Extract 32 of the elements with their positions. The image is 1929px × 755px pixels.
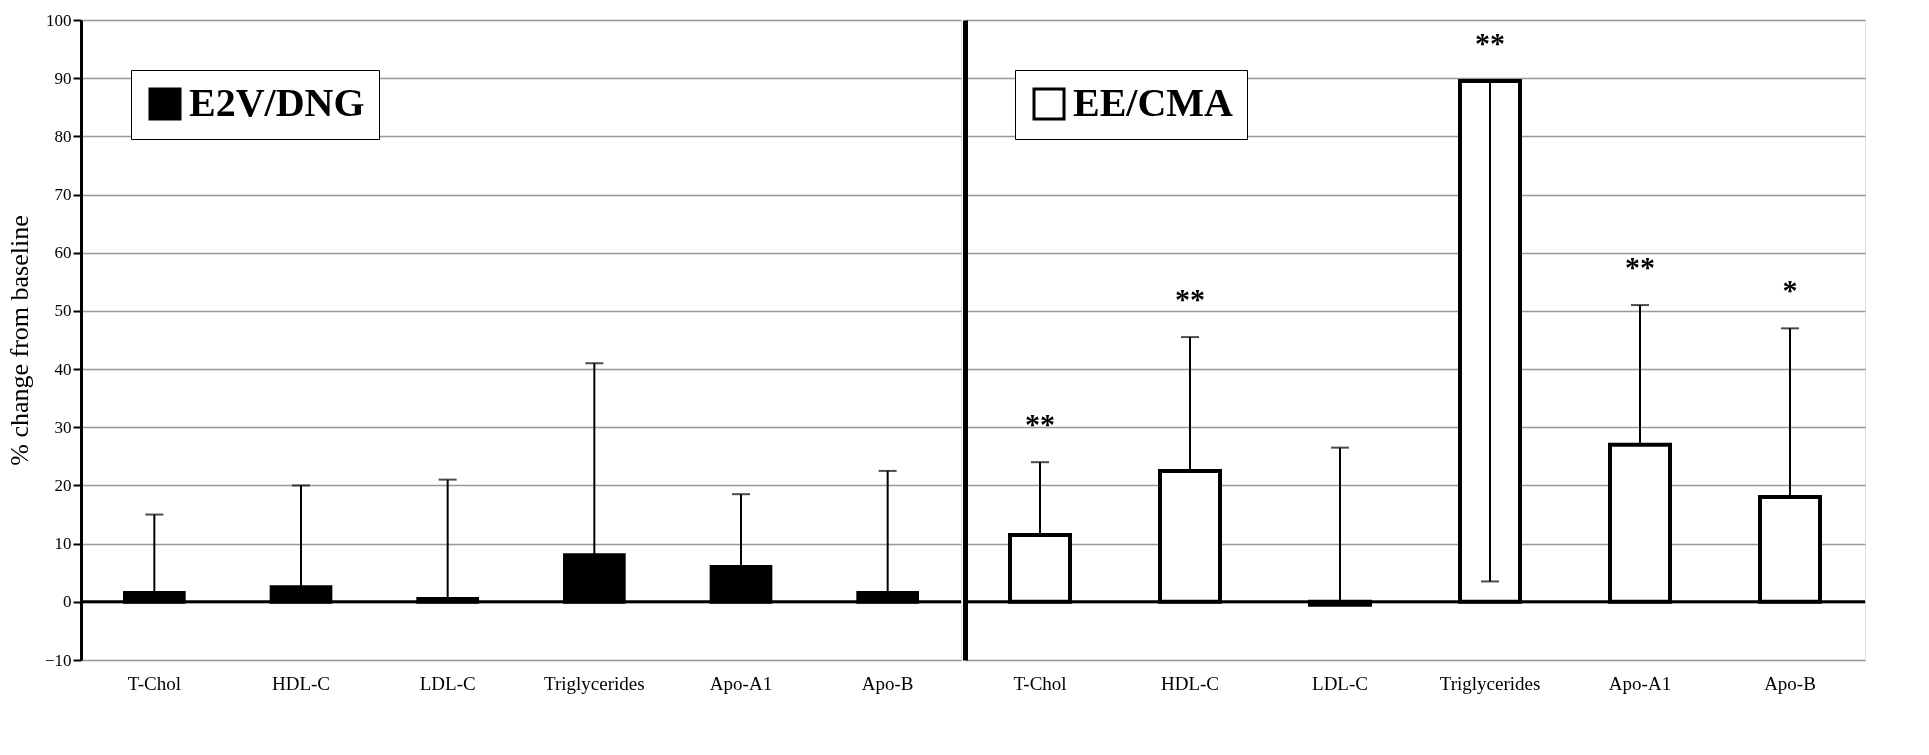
x-tick-label: Apo-A1 <box>1608 672 1672 694</box>
x-tick-label: Apo-B <box>861 672 914 694</box>
y-tick-label: 70 <box>54 185 72 205</box>
y-tick-label: 60 <box>54 243 72 263</box>
x-tick-label: Apo-B <box>1764 672 1816 694</box>
legend-label: E2V/DNG <box>189 80 365 125</box>
x-tick-label: HDL-C <box>271 672 331 694</box>
y-tick-label: 100 <box>46 10 72 30</box>
annotation: ** <box>1175 282 1205 316</box>
x-tick-label: T-Chol <box>127 672 181 694</box>
y-tick-label: 0 <box>63 592 72 612</box>
y-tick-label: 20 <box>54 475 72 495</box>
y-axis-title: % change from baseline <box>4 215 34 466</box>
annotation: ** <box>1475 26 1505 60</box>
x-tick-label: Triglycerides <box>544 672 645 694</box>
y-tick-label: −10 <box>44 650 72 670</box>
y-tick-label: 30 <box>54 417 72 437</box>
y-tick-label: 40 <box>54 359 72 379</box>
y-tick-label: 10 <box>54 534 72 554</box>
annotation: * <box>1782 273 1798 307</box>
x-tick-label: Apo-A1 <box>709 672 773 694</box>
x-tick-label: T-Chol <box>1013 672 1067 694</box>
y-tick-label: 90 <box>54 68 72 88</box>
x-tick-label: LDL-C <box>419 672 476 694</box>
annotation: ** <box>1625 250 1655 284</box>
y-tick-label: 80 <box>54 126 72 146</box>
legend-label: EE/CMA <box>1073 80 1234 125</box>
x-tick-label: HDL-C <box>1160 672 1220 694</box>
x-tick-label: Triglycerides <box>1439 672 1541 694</box>
y-tick-label: 50 <box>54 301 72 321</box>
annotation: ** <box>1025 407 1055 441</box>
x-tick-label: LDL-C <box>1312 672 1368 694</box>
